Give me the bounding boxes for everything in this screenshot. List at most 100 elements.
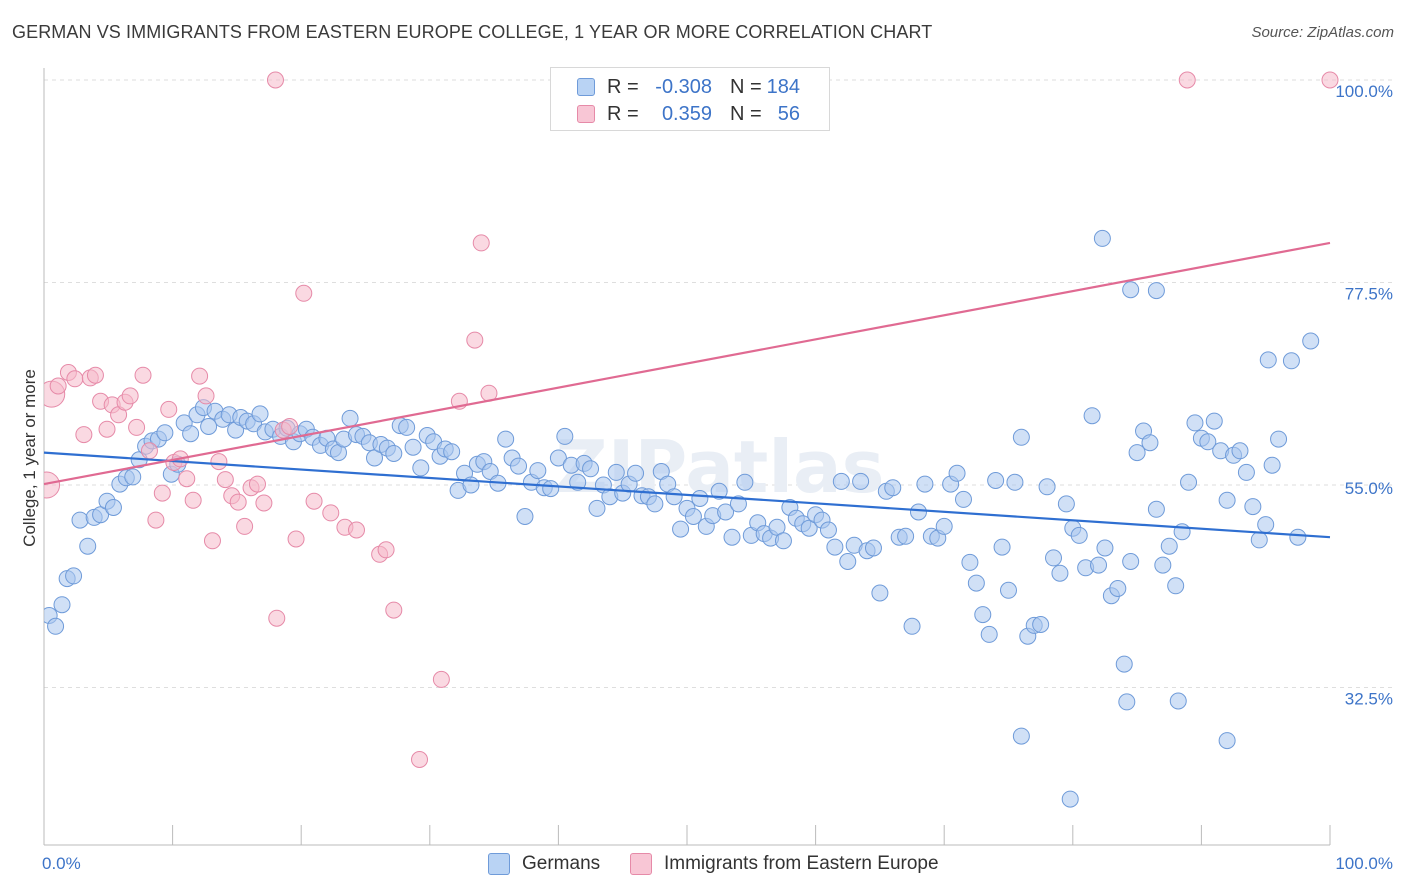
data-point [210, 453, 228, 471]
data-point [178, 470, 196, 488]
data-point [1012, 428, 1030, 446]
data-point [75, 426, 93, 444]
data-point [1051, 564, 1069, 582]
data-point [128, 418, 146, 436]
data-point [1186, 414, 1204, 432]
data-point [86, 366, 104, 384]
axes [43, 68, 1331, 846]
trend-line-germans [43, 451, 1331, 539]
data-point [1289, 528, 1307, 546]
data-point [156, 424, 174, 442]
germans-n-value: 184 [766, 75, 800, 98]
data-point [466, 331, 484, 349]
correlation-legend: R = -0.308 N = 184 R = 0.359 N = 56 [550, 67, 830, 131]
data-point [569, 473, 587, 491]
data-point [1070, 526, 1088, 544]
data-point [839, 553, 857, 570]
data-point [1218, 732, 1236, 750]
data-point [1128, 444, 1146, 462]
data-point [147, 511, 165, 529]
data-point [627, 464, 645, 482]
data-point [432, 670, 450, 688]
data-point [710, 482, 728, 500]
data-point [197, 387, 215, 405]
data-point [729, 495, 747, 513]
immigrants-legend-label: Immigrants from Eastern Europe [664, 853, 939, 874]
data-point [607, 463, 625, 481]
data-point [200, 418, 218, 435]
data-point [53, 596, 71, 614]
x-tick-label-max: 100.0% [1335, 854, 1393, 873]
data-point [266, 71, 284, 89]
data-point [255, 494, 273, 512]
data-point [1032, 616, 1050, 633]
data-point [1000, 581, 1017, 599]
data-point [44, 471, 61, 499]
legend-item-immigrants: Immigrants from Eastern Europe [630, 851, 939, 877]
n-label: N = [730, 102, 762, 125]
data-point [954, 490, 972, 508]
data-point [153, 484, 171, 502]
data-point [305, 492, 323, 510]
immigrants-r-value: 0.359 [661, 102, 712, 125]
data-point [1012, 727, 1030, 745]
data-point [542, 480, 560, 498]
legend-row-immigrants: R = 0.359 N = 56 [577, 101, 800, 127]
data-point [347, 521, 365, 539]
data-point [588, 499, 606, 517]
data-point [510, 457, 528, 475]
chart-title: GERMAN VS IMMIGRANTS FROM EASTERN EUROPE… [12, 22, 933, 42]
data-point [281, 418, 299, 435]
data-point [251, 405, 269, 423]
data-point [1122, 553, 1140, 570]
data-point [582, 460, 600, 478]
data-point [248, 475, 266, 493]
data-point [1118, 693, 1136, 711]
data-point [184, 491, 202, 509]
data-point [1250, 531, 1268, 549]
data-point [1263, 456, 1281, 474]
data-point [411, 751, 429, 768]
data-point [1038, 478, 1056, 496]
data-point [1199, 433, 1217, 451]
data-point [1122, 281, 1140, 299]
germans-legend-swatch [488, 853, 510, 875]
data-point [412, 459, 430, 477]
data-point [121, 387, 139, 405]
data-point [385, 601, 403, 619]
data-point [216, 471, 234, 489]
data-point [341, 409, 359, 427]
data-point [295, 284, 313, 302]
data-point [832, 472, 850, 490]
data-point [909, 503, 927, 521]
data-point [1061, 790, 1079, 808]
data-point [191, 367, 209, 385]
data-point [182, 425, 200, 443]
y-tick-label: 55.0% [1345, 479, 1393, 498]
data-point [47, 617, 65, 635]
data-point [71, 511, 89, 529]
data-point [443, 443, 461, 461]
data-point [1154, 556, 1172, 574]
data-point [1180, 473, 1198, 491]
y-tick-label: 77.5% [1345, 285, 1393, 304]
trend-line-immigrants [43, 241, 1331, 486]
data-point [1257, 516, 1275, 534]
data-point [916, 475, 934, 493]
data-point [1109, 580, 1127, 597]
data-point [864, 539, 882, 557]
data-point [1302, 332, 1320, 350]
data-point [691, 490, 709, 507]
data-point [160, 400, 178, 418]
data-points [44, 71, 1339, 808]
data-point [736, 473, 754, 491]
data-point [66, 370, 84, 388]
data-point [774, 532, 792, 550]
data-point [665, 488, 683, 506]
germans-swatch [577, 78, 595, 96]
data-point [481, 463, 499, 480]
data-point [884, 479, 902, 497]
y-tick-label: 32.5% [1345, 690, 1393, 709]
data-point [229, 493, 247, 511]
